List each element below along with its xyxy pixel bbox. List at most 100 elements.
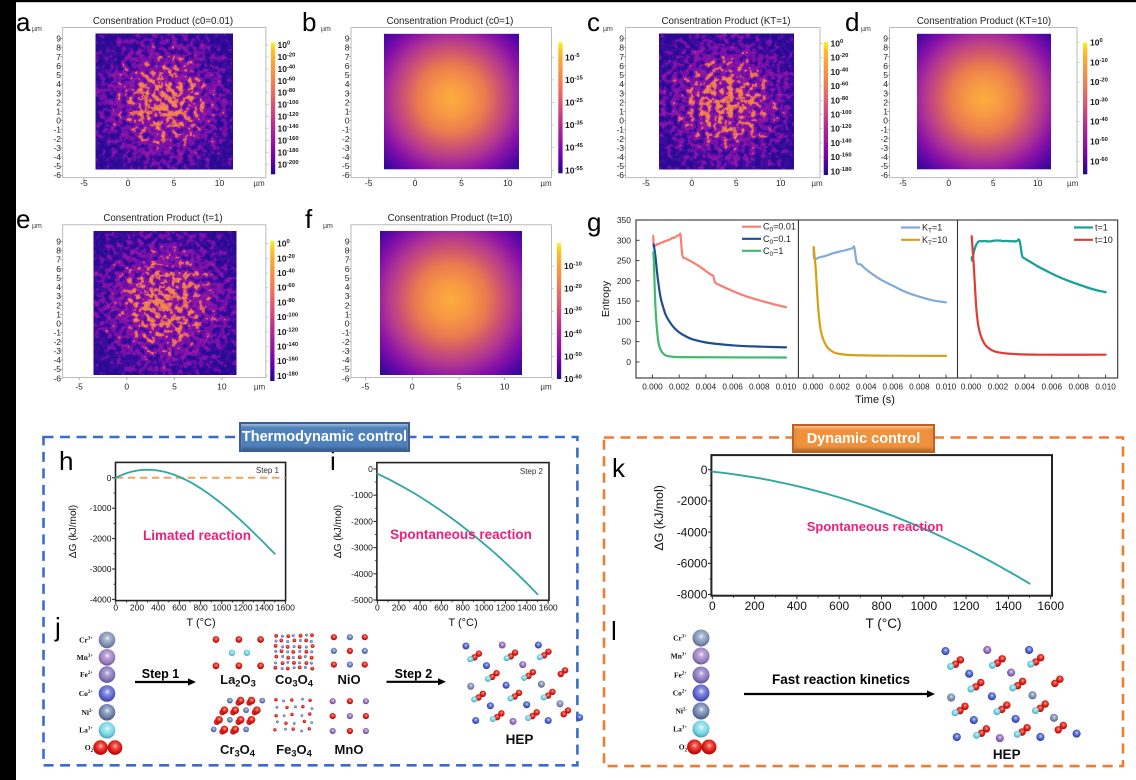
svg-text:150: 150: [617, 296, 631, 306]
svg-text:0: 0: [626, 357, 631, 367]
svg-text:µm: µm: [603, 26, 613, 33]
svg-text:Consentration Product (c0=0.01: Consentration Product (c0=0.01): [93, 16, 233, 27]
svg-text:300: 300: [617, 235, 631, 245]
svg-text:9: 9: [619, 34, 624, 44]
svg-text:Time (s): Time (s): [855, 394, 895, 406]
svg-text:200: 200: [392, 603, 406, 613]
svg-text:0.002: 0.002: [669, 383, 690, 392]
svg-text:4: 4: [56, 79, 61, 89]
svg-text:5: 5: [734, 178, 739, 188]
svg-text:0: 0: [345, 319, 350, 329]
svg-text:350: 350: [617, 215, 631, 225]
svg-text:Consentration Product (KT=10): Consentration Product (KT=10): [917, 16, 1051, 27]
svg-text:10-55: 10-55: [565, 165, 584, 175]
svg-text:j: j: [54, 612, 61, 642]
svg-text:1: 1: [56, 107, 61, 117]
svg-text:200: 200: [617, 276, 631, 286]
svg-text:0: 0: [126, 178, 131, 188]
svg-text:-4: -4: [342, 152, 350, 162]
svg-text:10-15: 10-15: [565, 75, 584, 85]
svg-text:-2000: -2000: [90, 534, 112, 544]
svg-text:5: 5: [56, 70, 61, 80]
svg-text:b: b: [302, 7, 316, 37]
svg-text:10-180: 10-180: [277, 371, 298, 381]
svg-text:Co2+: Co2+: [79, 689, 94, 698]
svg-text:2: 2: [883, 97, 888, 107]
svg-text:Consentration Product (t=1): Consentration Product (t=1): [103, 213, 222, 224]
svg-text:800: 800: [456, 603, 470, 613]
svg-text:9: 9: [345, 237, 350, 247]
svg-text:-5: -5: [362, 382, 370, 392]
svg-text:10-20: 10-20: [1090, 77, 1108, 87]
svg-text:-3000: -3000: [90, 564, 112, 574]
svg-text:-1: -1: [342, 328, 350, 338]
svg-text:10-20: 10-20: [564, 284, 582, 294]
svg-text:9: 9: [56, 34, 61, 44]
svg-text:Step 1: Step 1: [142, 667, 180, 681]
svg-text:5: 5: [883, 70, 888, 80]
svg-text:0: 0: [56, 116, 61, 126]
svg-text:0.010: 0.010: [776, 383, 797, 392]
svg-text:C0=0.1: C0=0.1: [763, 234, 791, 246]
svg-text:1: 1: [345, 310, 350, 320]
svg-text:-2000: -2000: [351, 516, 373, 526]
svg-text:-1: -1: [616, 125, 624, 135]
svg-text:0: 0: [368, 464, 373, 474]
svg-text:Step 2: Step 2: [520, 467, 544, 476]
svg-text:Mn3+: Mn3+: [77, 653, 94, 662]
svg-text:100: 100: [277, 239, 290, 249]
svg-text:C0=1: C0=1: [763, 246, 783, 258]
svg-text:0.002: 0.002: [829, 383, 850, 392]
svg-text:µm: µm: [861, 26, 871, 33]
svg-text:10-40: 10-40: [564, 329, 582, 339]
svg-text:-3: -3: [342, 143, 350, 153]
svg-text:-2: -2: [342, 337, 350, 347]
svg-text:100: 100: [278, 40, 291, 50]
svg-text:-6: -6: [342, 170, 350, 180]
svg-text:Fe3O4: Fe3O4: [276, 742, 313, 759]
svg-text:MnO: MnO: [335, 742, 364, 757]
svg-text:10-100: 10-100: [277, 312, 298, 322]
svg-text:µm: µm: [253, 179, 265, 188]
svg-text:Limated reaction: Limated reaction: [143, 528, 251, 543]
svg-text:NiO: NiO: [337, 672, 360, 687]
svg-text:10-200: 10-200: [278, 159, 299, 169]
svg-text:2: 2: [345, 300, 350, 310]
svg-text:100: 100: [831, 39, 844, 49]
svg-text:-6: -6: [342, 373, 350, 383]
svg-text:HEP: HEP: [993, 747, 1021, 762]
svg-text:0: 0: [689, 178, 694, 188]
svg-text:-5: -5: [53, 161, 61, 171]
svg-text:0: 0: [113, 603, 118, 613]
svg-text:2: 2: [619, 97, 624, 107]
svg-text:10-140: 10-140: [277, 342, 298, 352]
svg-text:0.004: 0.004: [696, 383, 717, 392]
svg-text:0: 0: [709, 599, 716, 613]
svg-text:1400: 1400: [995, 599, 1022, 613]
svg-text:µm: µm: [323, 223, 333, 230]
svg-text:600: 600: [434, 603, 448, 613]
svg-text:Mn3+: Mn3+: [671, 652, 688, 661]
svg-text:1600: 1600: [276, 603, 295, 613]
svg-text:1: 1: [345, 107, 350, 117]
svg-text:-4000: -4000: [677, 525, 708, 539]
svg-text:10-80: 10-80: [831, 95, 849, 105]
svg-text:La3+: La3+: [673, 725, 687, 734]
svg-text:10-30: 10-30: [564, 306, 582, 316]
svg-text:10-30: 10-30: [1090, 97, 1108, 107]
svg-text:10: 10: [1033, 178, 1043, 188]
svg-text:1400: 1400: [255, 603, 274, 613]
svg-text:5: 5: [172, 178, 177, 188]
svg-text:7: 7: [56, 52, 61, 62]
svg-text:400: 400: [151, 603, 165, 613]
svg-text:0.010: 0.010: [936, 383, 957, 392]
svg-text:KT=10: KT=10: [922, 235, 947, 247]
svg-text:10-140: 10-140: [831, 138, 852, 148]
svg-text:f: f: [305, 204, 313, 234]
svg-text:1: 1: [619, 107, 624, 117]
svg-text:5: 5: [345, 70, 350, 80]
svg-text:10-80: 10-80: [277, 297, 295, 307]
svg-text:h: h: [59, 446, 73, 476]
svg-text:0.008: 0.008: [749, 383, 770, 392]
svg-text:3: 3: [345, 88, 350, 98]
